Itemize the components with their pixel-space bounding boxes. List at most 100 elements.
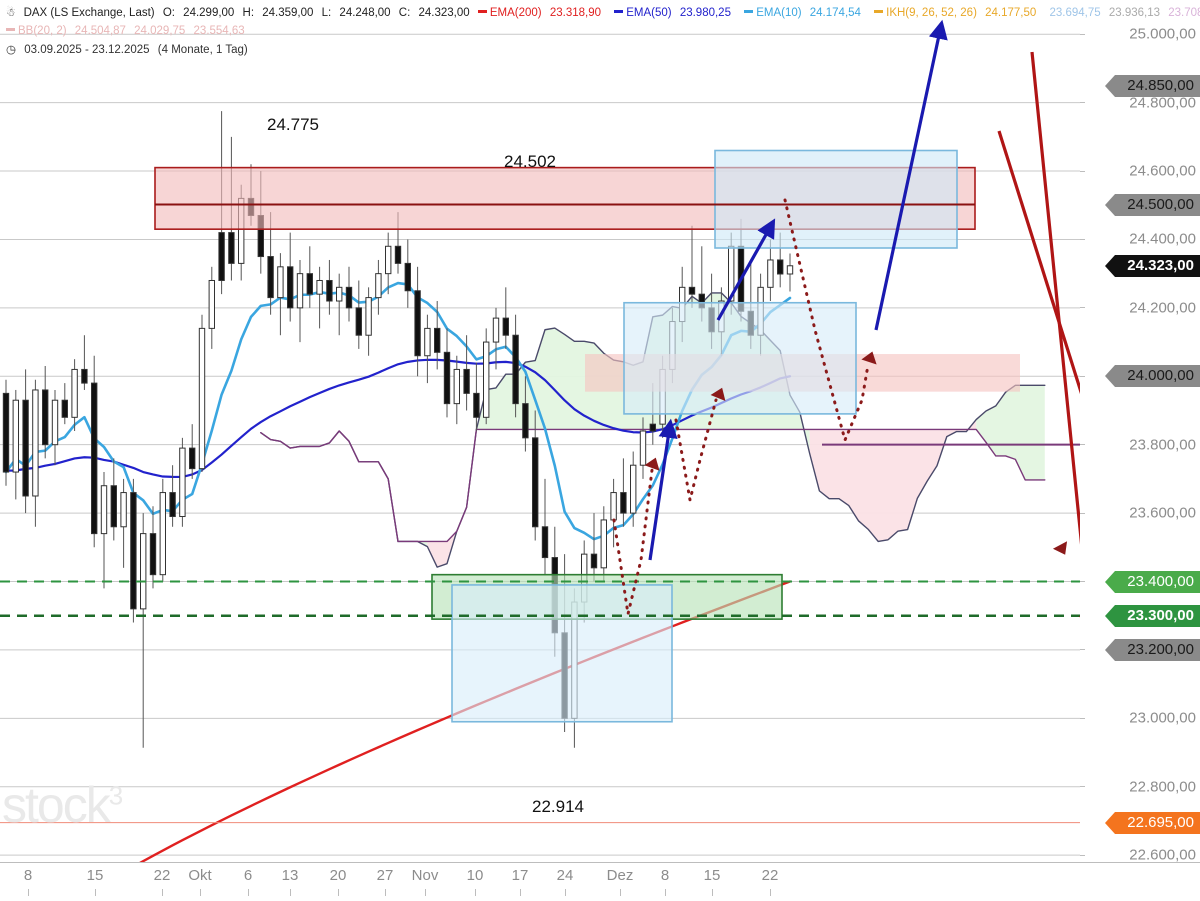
candle[interactable] (198, 314, 206, 473)
candle[interactable] (326, 259, 333, 315)
price-marker-23400[interactable]: 23.400,00 (1105, 570, 1200, 593)
date-tick-mark (665, 889, 666, 896)
candle[interactable] (277, 253, 284, 336)
candle[interactable] (71, 359, 78, 431)
dotted-path-right[interactable] (783, 198, 870, 445)
candle[interactable] (767, 239, 774, 302)
candle[interactable] (110, 458, 117, 541)
candle-body (767, 259, 774, 288)
candle[interactable] (296, 259, 304, 343)
candle[interactable] (12, 389, 19, 500)
candle[interactable] (375, 259, 382, 315)
legend-ema200[interactable]: EMA(200) 23.318,90 (477, 7, 606, 19)
candle[interactable] (22, 369, 29, 514)
blue-box-top[interactable] (714, 149, 958, 249)
blue-box-low[interactable] (451, 584, 673, 723)
candle[interactable] (541, 478, 549, 575)
legend-ema10[interactable]: EMA(10) 24.174,54 (744, 7, 866, 19)
candle[interactable] (100, 472, 108, 589)
date-tick-10: 10 (466, 867, 484, 884)
price-marker-24000[interactable]: 24.000,00 (1105, 365, 1200, 388)
bear-arrow-inner[interactable] (997, 130, 1080, 548)
price-marker-24323[interactable]: 24.323,00 (1105, 254, 1200, 277)
candle[interactable] (189, 424, 196, 479)
candle[interactable] (424, 314, 431, 384)
bull-arrow-mid[interactable] (716, 218, 776, 321)
blue-box-mid[interactable] (623, 301, 857, 415)
candle[interactable] (532, 410, 539, 541)
date-tick-8: 8 (660, 867, 670, 884)
legend-row-main: ☃ DAX (LS Exchange, Last) O: 24.299,00 H… (6, 6, 1200, 20)
price-marker-24850[interactable]: 24.850,00 (1105, 74, 1200, 97)
candle[interactable] (345, 266, 353, 322)
candle-body (600, 519, 607, 569)
date-tick-mark (565, 889, 566, 896)
candle[interactable] (32, 379, 39, 527)
price-marker-23200[interactable]: 23.200,00 (1105, 638, 1200, 661)
candle[interactable] (81, 335, 88, 390)
ema50-name: EMA(50) (626, 7, 672, 19)
bear-arrow-outer[interactable] (1030, 51, 1080, 635)
price-marker-23300[interactable]: 23.300,00 (1105, 604, 1200, 627)
candle[interactable] (149, 506, 157, 589)
candle[interactable] (414, 266, 421, 377)
candle[interactable] (502, 287, 509, 349)
candle[interactable] (130, 478, 137, 623)
candle[interactable] (208, 266, 215, 349)
candle[interactable] (316, 266, 323, 329)
candle[interactable] (600, 506, 607, 582)
candle[interactable] (473, 362, 480, 431)
dotted-path-left[interactable] (612, 468, 654, 615)
candle[interactable] (179, 437, 186, 527)
candle[interactable] (91, 355, 98, 548)
candle[interactable] (492, 307, 500, 370)
candle[interactable] (306, 246, 313, 308)
candle[interactable] (630, 451, 637, 527)
candle[interactable] (169, 465, 176, 527)
candle[interactable] (51, 389, 59, 466)
candle[interactable] (2, 379, 10, 486)
candle[interactable] (639, 417, 647, 479)
bull-arrow-small[interactable] (648, 418, 678, 561)
candle[interactable] (120, 478, 127, 568)
candle-body (316, 279, 323, 295)
candle-body (630, 464, 637, 514)
candle[interactable] (385, 232, 392, 295)
legend-ema50[interactable]: EMA(50) 23.980,25 (614, 7, 736, 19)
date-tick-20: 20 (329, 867, 347, 884)
price-tick-23800: 23.800,00 (1129, 436, 1196, 454)
candle[interactable] (620, 458, 627, 527)
chart-plot-area[interactable]: 24.775 24.502 22.914 (0, 0, 1080, 862)
candle[interactable] (688, 225, 696, 308)
date-axis[interactable]: 8 15 22 Okt 6 13 20 27 Nov 10 17 24 Dez 8 15 22 (0, 862, 1200, 901)
candle-body (688, 286, 696, 295)
candle[interactable] (404, 239, 411, 308)
price-tick-mark (1080, 307, 1085, 309)
legend-ikh[interactable]: IKH(9, 26, 52, 26) 24.177,50 (874, 7, 1041, 19)
price-marker-24500[interactable]: 24.500,00 (1105, 194, 1200, 217)
candle[interactable] (365, 287, 372, 356)
candle[interactable] (522, 376, 529, 452)
date-tick-8: 8 (23, 867, 33, 884)
price-axis[interactable]: 25.000,00 24.800,00 24.600,00 24.400,00 24.2… (1080, 0, 1200, 864)
candle[interactable] (483, 328, 490, 425)
legend-row-bollinger[interactable]: BB(20, 2) 24.504,87 24.029,75 23.554,63 (6, 24, 250, 38)
candle[interactable] (61, 383, 68, 425)
candle[interactable] (159, 478, 166, 582)
candle[interactable] (42, 366, 49, 459)
candle[interactable] (434, 301, 441, 370)
candle[interactable] (590, 513, 598, 582)
candle[interactable] (512, 314, 519, 418)
candle[interactable] (453, 355, 460, 425)
dotted-path-mid[interactable] (674, 398, 718, 501)
candle[interactable] (287, 232, 294, 322)
candle[interactable] (140, 513, 147, 748)
candle[interactable] (463, 335, 470, 411)
candle-body (32, 389, 39, 497)
bull-arrow-long[interactable] (874, 19, 948, 331)
candle[interactable] (355, 280, 362, 349)
candle[interactable] (443, 328, 451, 418)
candle[interactable] (336, 273, 343, 336)
candle[interactable] (786, 253, 794, 292)
price-marker-22695[interactable]: 22.695,00 (1105, 811, 1200, 834)
